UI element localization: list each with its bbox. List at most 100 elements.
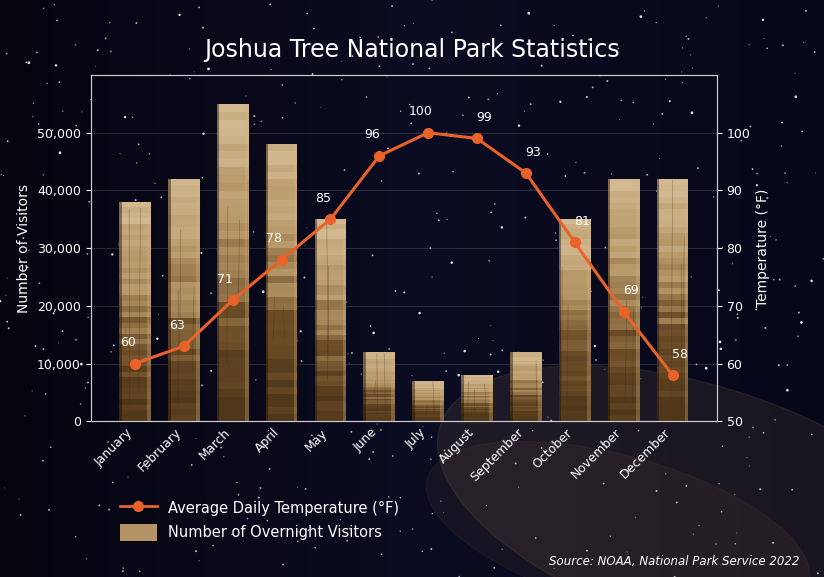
Point [2,324,16,333]
Bar [265,414,297,421]
Point [363,455,376,464]
Bar [363,371,396,373]
Bar [608,276,639,282]
Bar [657,379,688,385]
Point [231,478,244,487]
Bar [265,380,297,387]
Bar [559,346,591,350]
Bar [559,396,591,401]
Point [221,151,234,160]
Bar [363,374,396,376]
Point [231,410,244,419]
Point [148,179,162,188]
Bar [217,159,249,167]
Point [155,193,168,202]
Point [707,192,720,201]
Point [700,13,713,23]
Bar [559,300,591,305]
Point [424,544,438,553]
Point [260,516,274,525]
Bar [559,366,591,370]
Bar [168,306,199,312]
Bar [461,405,493,406]
Point [430,209,443,218]
Bar [461,377,493,379]
Bar [412,382,444,383]
Bar [363,359,396,361]
Point [593,71,606,80]
Bar [461,415,493,417]
Bar [510,400,542,402]
Bar [608,300,639,306]
Point [197,129,210,138]
Bar [265,324,297,331]
Bar [315,416,346,421]
Bar [510,392,542,394]
Bar [217,167,249,175]
Bar [265,310,297,317]
Point [133,236,146,245]
Point [105,347,118,357]
Point [322,399,335,408]
Point [566,31,579,40]
Point [394,527,407,536]
Point [483,256,496,265]
Point [222,152,235,162]
Bar [363,390,396,392]
Point [809,168,822,178]
Point [207,541,220,550]
Bar [168,385,199,391]
Point [627,98,640,107]
Point [169,291,182,300]
Bar [265,283,297,290]
Bar [440,381,444,421]
Bar [461,413,493,414]
Point [785,485,798,494]
Bar [608,233,639,239]
Point [334,515,347,524]
Point [103,18,116,27]
Point [496,346,509,355]
Point [80,554,93,564]
Bar [315,305,346,310]
Point [605,169,618,178]
Bar [608,288,639,294]
Point [584,287,597,296]
Bar [608,282,639,288]
Bar [461,375,464,421]
Bar [461,396,493,397]
Point [462,93,475,102]
Point [79,383,92,392]
Point [780,178,794,188]
Point [522,9,536,18]
Bar [315,361,346,366]
Bar [461,402,493,403]
Point [580,92,593,102]
Point [632,426,645,435]
Point [650,486,663,496]
Bar [168,330,199,336]
Bar [559,275,591,280]
Bar [510,388,542,390]
Point [327,383,340,392]
Point [13,286,26,295]
Point [70,121,83,130]
Point [101,437,115,447]
Bar [559,310,591,315]
Bar [168,245,199,252]
Bar [608,366,639,373]
Bar [412,392,444,393]
Point [276,113,289,122]
Bar [119,279,151,284]
Point [425,433,438,442]
Point [580,308,593,317]
Bar [657,209,688,215]
Bar [217,175,249,183]
Point [193,200,206,209]
Point [472,334,485,343]
Bar [608,312,639,318]
Point [382,344,396,354]
Point [99,34,112,43]
Point [32,119,45,129]
Point [214,443,227,452]
